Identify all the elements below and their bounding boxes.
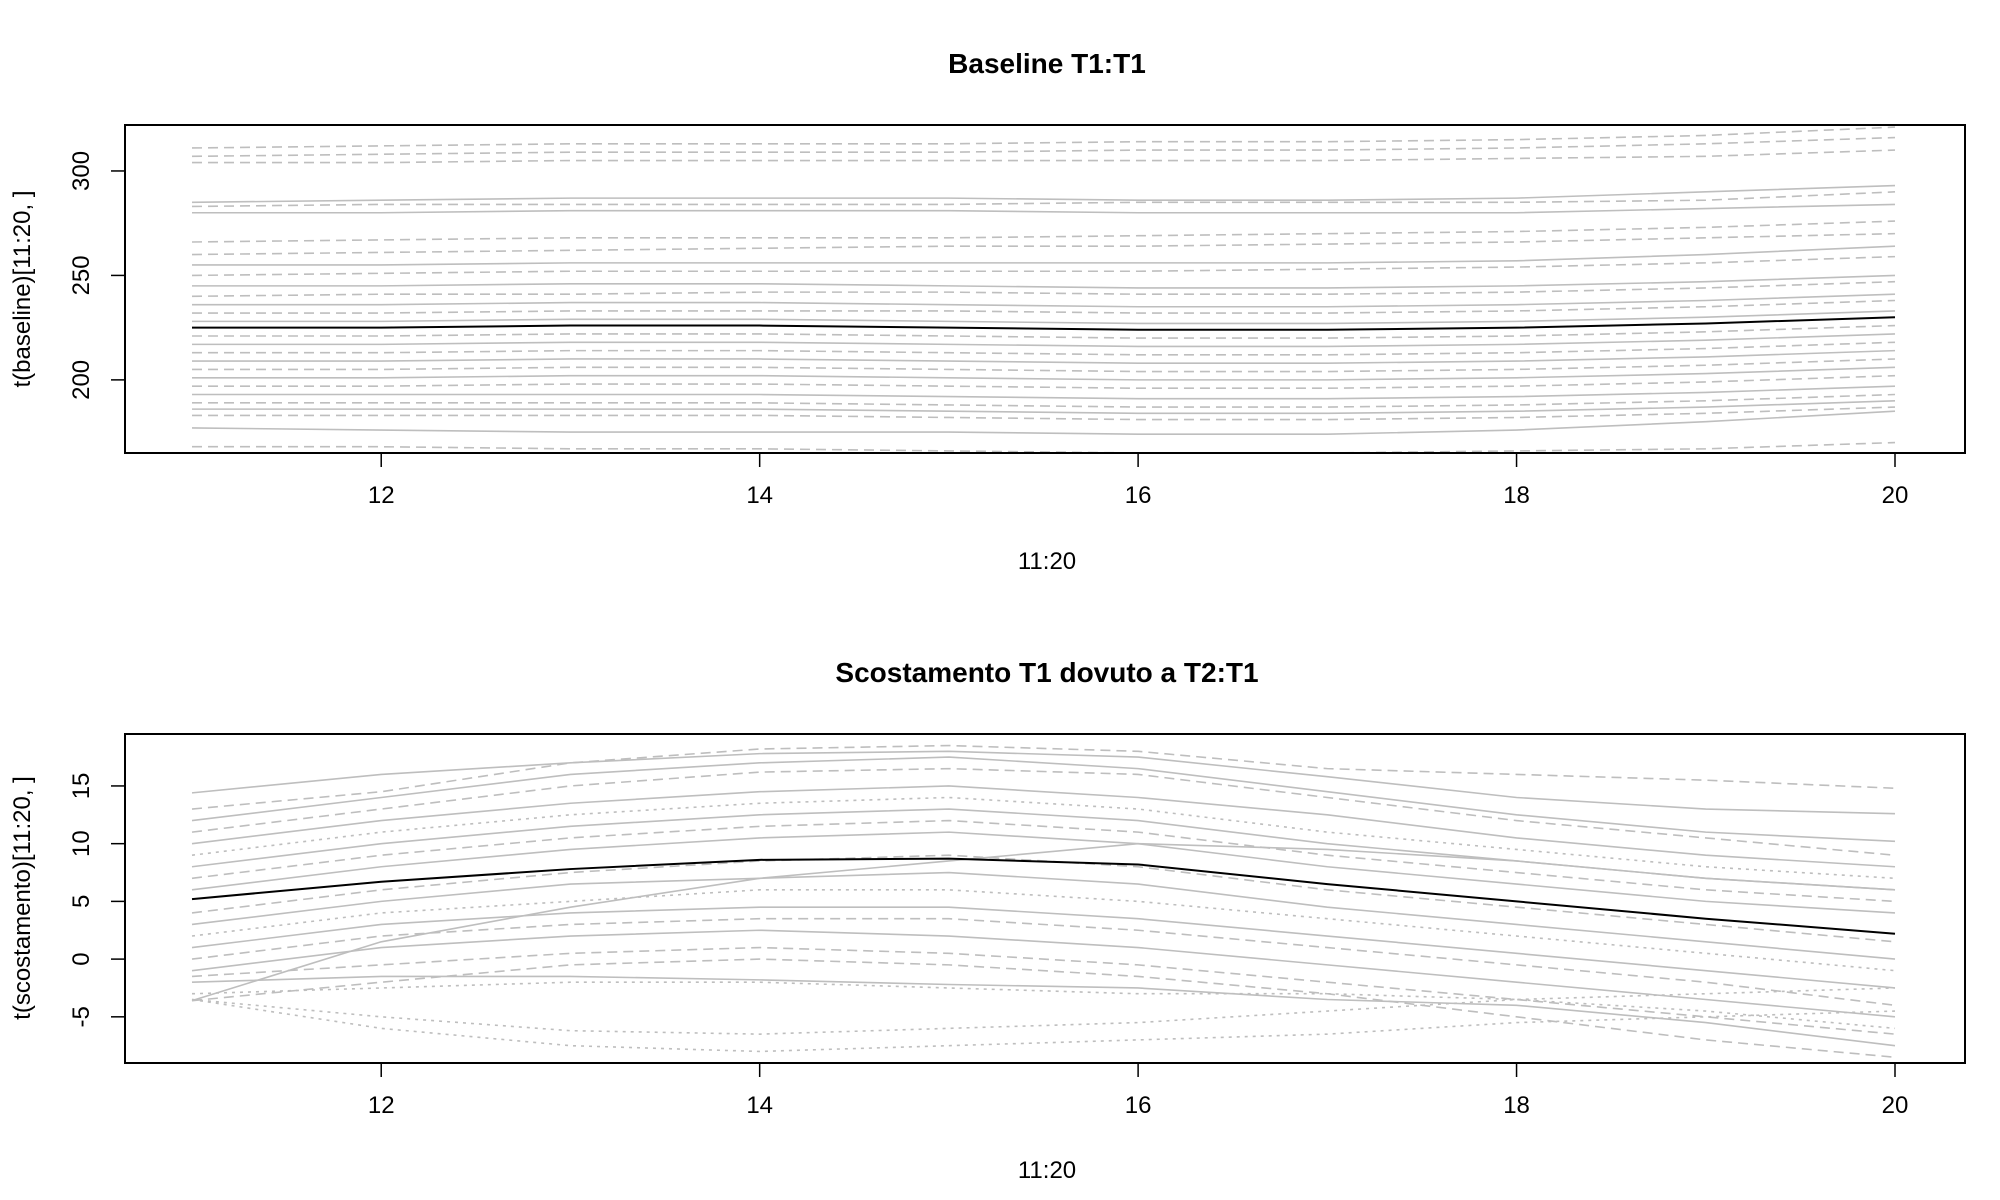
x-axis: 12 14 16 18 20 bbox=[368, 452, 1909, 509]
series-line-21 bbox=[192, 366, 1896, 381]
series-line-5 bbox=[191, 191, 1896, 208]
series-line-12 bbox=[191, 280, 1896, 298]
series-line-15 bbox=[192, 310, 1896, 325]
y-tick-label: 250 bbox=[68, 255, 95, 295]
series-layer bbox=[191, 126, 1896, 454]
series-line-14 bbox=[191, 917, 1896, 1007]
y-tick-label: 200 bbox=[68, 360, 95, 400]
series-line-10 bbox=[191, 255, 1896, 277]
chart-title: Scostamento T1 dovuto a T2:T1 bbox=[835, 657, 1258, 688]
y-tick-label: 10 bbox=[68, 830, 95, 857]
series-line-9 bbox=[191, 831, 1896, 914]
x-axis: 12 14 16 18 20 bbox=[368, 1062, 1909, 1119]
series-line-3 bbox=[191, 756, 1896, 843]
x-tick-label: 16 bbox=[1125, 1092, 1152, 1119]
series-line-7 bbox=[191, 220, 1896, 243]
series-line-27 bbox=[191, 410, 1896, 435]
series-line-16 bbox=[192, 324, 1896, 339]
series-line-24 bbox=[192, 393, 1896, 408]
series-line-13 bbox=[191, 906, 1896, 989]
series-line-2 bbox=[191, 136, 1896, 158]
series-line-8 bbox=[191, 232, 1896, 256]
series-line-2 bbox=[191, 744, 1896, 810]
chart-panel-baseline: Baseline T1:T1 12 14 16 18 20 200 250 300 11:2… bbox=[9, 48, 1966, 575]
y-tick-label: 15 bbox=[68, 773, 95, 800]
x-tick-label: 16 bbox=[1125, 482, 1152, 509]
x-tick-label: 12 bbox=[368, 1092, 395, 1119]
y-tick-label: 300 bbox=[68, 151, 95, 191]
x-tick-label: 18 bbox=[1503, 482, 1530, 509]
mean-series-line bbox=[191, 857, 1896, 935]
y-tick-label: 5 bbox=[68, 895, 95, 908]
series-line-17 bbox=[191, 975, 1896, 1047]
y-tick-label: -5 bbox=[68, 1006, 95, 1027]
series-line-6 bbox=[192, 203, 1896, 214]
series-line-25 bbox=[192, 399, 1896, 415]
x-tick-label: 12 bbox=[368, 482, 395, 509]
series-line-14 bbox=[192, 299, 1896, 314]
mean-series-line bbox=[192, 316, 1896, 331]
chart-panel-scostamento: Scostamento T1 dovuto a T2:T1 12 14 16 18 20… bbox=[9, 657, 1966, 1184]
series-line-11 bbox=[191, 871, 1896, 960]
series-layer bbox=[191, 744, 1896, 1059]
series-line-1 bbox=[191, 750, 1896, 815]
series-line-22 bbox=[191, 842, 1896, 1002]
x-tick-label: 20 bbox=[1882, 1092, 1909, 1119]
x-tick-label: 20 bbox=[1882, 482, 1909, 509]
series-line-8 bbox=[191, 819, 1896, 903]
y-axis-label: t(scostamento)[11:20, ] bbox=[9, 776, 36, 1020]
x-tick-label: 14 bbox=[746, 1092, 773, 1119]
y-tick-label: 0 bbox=[68, 952, 95, 965]
series-line-6 bbox=[191, 796, 1896, 880]
series-line-19 bbox=[191, 987, 1896, 1035]
series-line-28 bbox=[192, 441, 1896, 454]
series-line-10 bbox=[191, 854, 1896, 943]
y-axis-label: t(baseline)[11:20, ] bbox=[9, 190, 36, 387]
series-line-23 bbox=[192, 385, 1896, 400]
x-axis-label: 11:20 bbox=[1018, 1157, 1076, 1184]
x-axis-label: 11:20 bbox=[1018, 548, 1076, 575]
series-line-15 bbox=[191, 929, 1896, 1018]
y-axis: -5 0 5 10 15 bbox=[68, 773, 126, 1027]
series-line-4 bbox=[191, 184, 1896, 204]
x-tick-label: 18 bbox=[1503, 1092, 1530, 1119]
series-line-1 bbox=[191, 126, 1896, 149]
series-line-17 bbox=[192, 333, 1896, 348]
y-axis: 200 250 300 bbox=[68, 151, 126, 400]
series-line-18 bbox=[192, 341, 1896, 356]
series-line-3 bbox=[192, 149, 1896, 164]
series-line-20 bbox=[192, 358, 1896, 373]
x-tick-label: 14 bbox=[746, 482, 773, 509]
series-line-16 bbox=[191, 946, 1896, 1035]
chart-title: Baseline T1:T1 bbox=[948, 48, 1146, 79]
series-line-26 bbox=[192, 406, 1896, 421]
series-line-5 bbox=[191, 785, 1896, 868]
series-line-9 bbox=[192, 245, 1896, 266]
series-line-19 bbox=[192, 349, 1896, 364]
series-line-21 bbox=[191, 958, 1896, 1059]
series-line-11 bbox=[192, 274, 1896, 289]
series-line-13 bbox=[192, 293, 1896, 308]
series-line-22 bbox=[192, 374, 1896, 390]
plot-frame bbox=[124, 733, 1966, 1064]
series-line-4 bbox=[191, 767, 1896, 857]
